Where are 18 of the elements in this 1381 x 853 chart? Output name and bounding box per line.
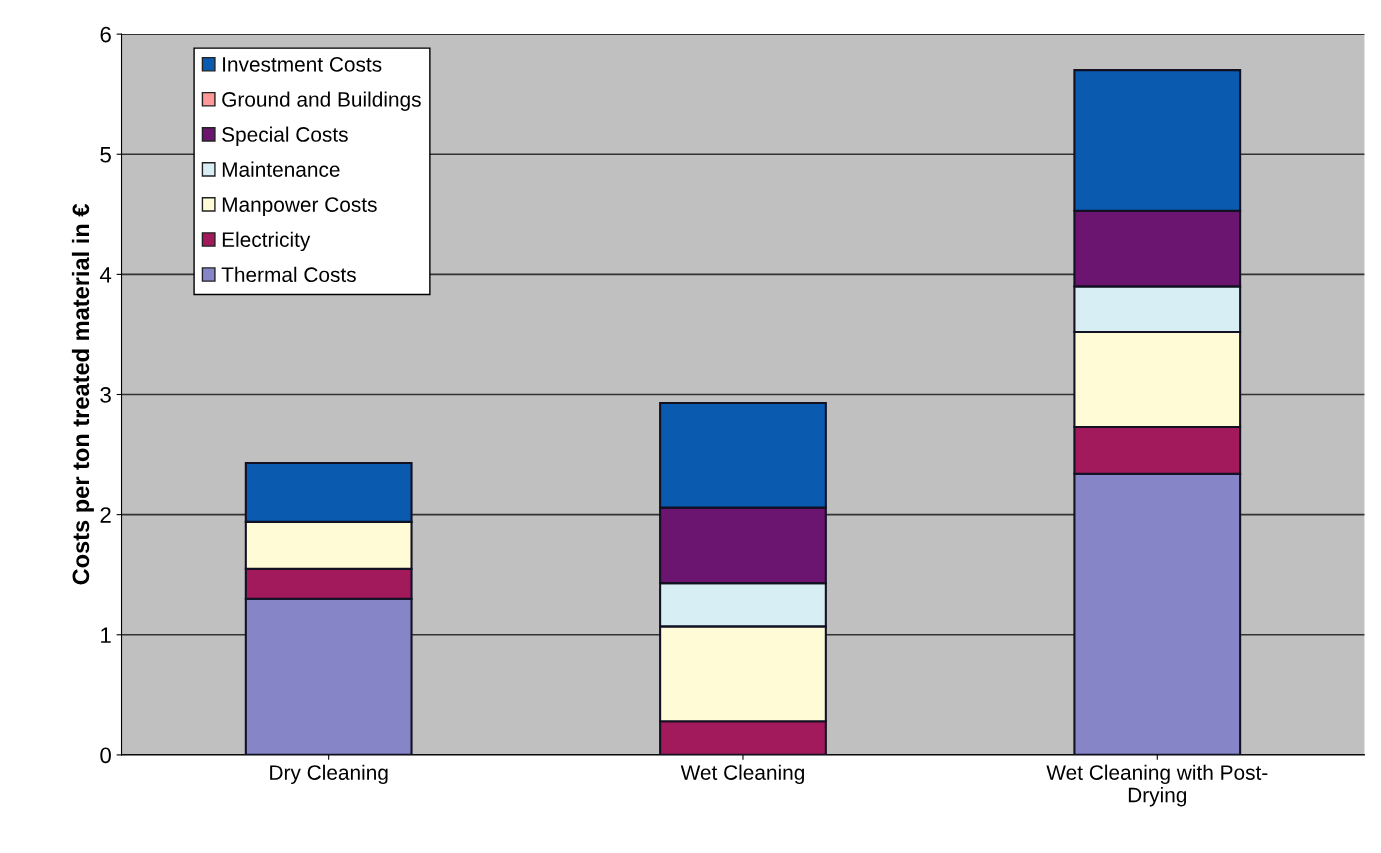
y-tick-label: 0 — [100, 747, 111, 764]
y-tick-label: 6 — [100, 26, 111, 43]
y-tick-label: 5 — [100, 147, 111, 163]
legend-label: Electricity — [222, 231, 311, 252]
y-tick-label: 3 — [100, 387, 111, 403]
legend-label: Ground and Buildings — [222, 91, 421, 111]
y-tick-label: 1 — [101, 627, 111, 643]
y-axis-title: Costs per ton treated material in € — [71, 204, 94, 585]
x-tick-label: Wet Cleaning with Post- Drying — [1046, 764, 1268, 807]
x-tick-label: Wet Cleaning — [680, 764, 804, 785]
legend-label: Investment Costs — [223, 57, 382, 72]
y-tick-label: 4 — [99, 267, 112, 283]
legend-label: Special Costs — [222, 126, 348, 146]
x-tick-label: Dry Cleaning — [270, 764, 388, 785]
legend-label: Maintenance — [222, 161, 340, 177]
y-tick-label: 2 — [100, 507, 111, 523]
legend-label: Thermal Costs — [221, 266, 356, 283]
legend-label: Manpower Costs — [222, 197, 377, 217]
